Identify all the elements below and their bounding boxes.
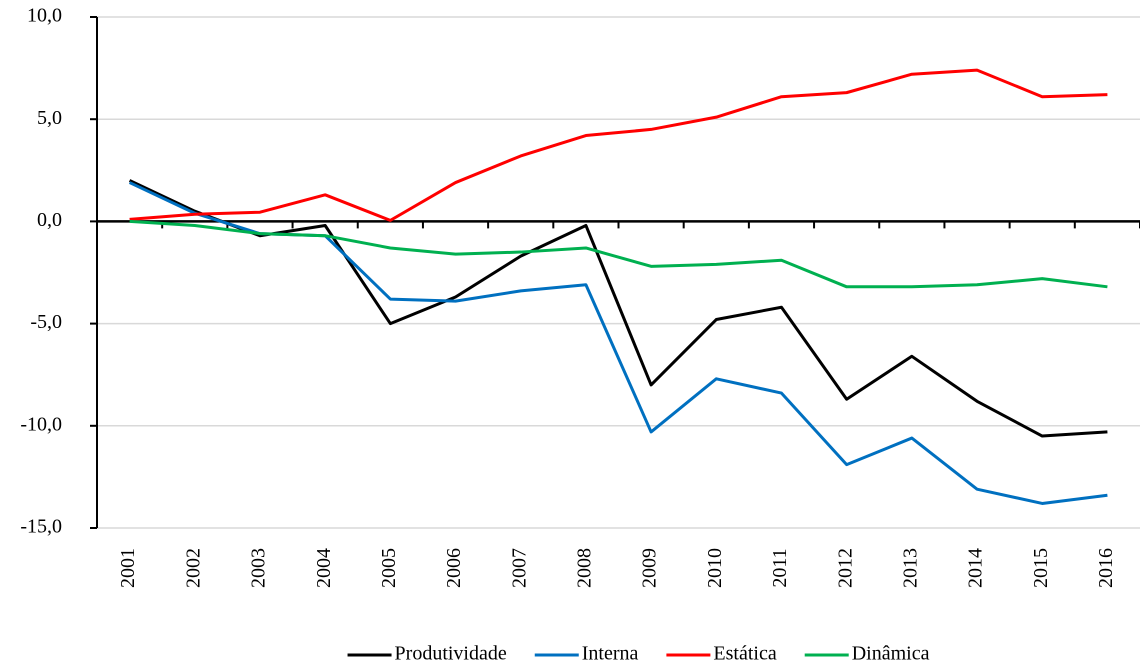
series-line: [128, 179, 1108, 438]
x-tick-label: 2016: [1095, 548, 1117, 588]
x-tick-label: 2006: [443, 548, 465, 588]
legend-item: Dinâmica: [804, 643, 930, 665]
legend-label: Dinâmica: [852, 643, 930, 665]
legend-label: Produtividade: [395, 643, 507, 665]
series-line: [129, 68, 1108, 222]
x-tick-label: 2014: [965, 548, 987, 588]
y-tick-label: 0,0: [37, 209, 62, 231]
x-tick-label: 2002: [182, 548, 204, 588]
x-tick-label: 2003: [248, 548, 270, 588]
y-tick-label: 10,0: [27, 5, 62, 27]
x-tick-label: 2009: [639, 548, 661, 588]
series-line: [128, 181, 1108, 505]
x-tick-label: 2012: [834, 548, 856, 588]
x-tick-label: 2015: [1030, 548, 1052, 588]
x-tick-label: 2011: [769, 548, 791, 587]
x-tick-label: 2008: [574, 548, 596, 588]
y-tick-label: -10,0: [20, 413, 62, 435]
y-tick-label: -5,0: [30, 311, 62, 333]
series-line: [129, 219, 1108, 289]
legend-item: Estática: [666, 643, 777, 665]
y-tick-label: -15,0: [20, 516, 62, 538]
x-tick-label: 2007: [508, 548, 530, 588]
legend-item: Produtividade: [347, 643, 507, 665]
x-tick-label: 2001: [117, 548, 139, 588]
legend-label: Estática: [713, 643, 776, 665]
x-tick-label: 2010: [704, 548, 726, 588]
legend-item: Interna: [534, 643, 639, 665]
x-tick-label: 2013: [899, 548, 921, 588]
y-tick-label: 5,0: [37, 107, 62, 129]
x-tick-label: 2005: [378, 548, 400, 588]
x-tick-label: 2004: [313, 548, 335, 588]
legend-label: Interna: [582, 643, 639, 665]
